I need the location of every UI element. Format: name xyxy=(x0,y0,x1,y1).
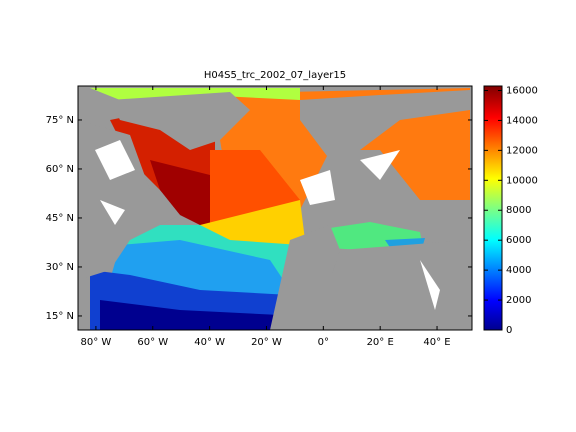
colorbar-tick-label: 8000 xyxy=(506,205,531,216)
y-tick-label: 60° N xyxy=(46,164,74,175)
colorbar-tick-label: 2000 xyxy=(506,295,531,306)
colorbar-tick-label: 10000 xyxy=(506,175,538,186)
x-tick-label: 60° W xyxy=(137,337,168,348)
map-field xyxy=(78,86,472,330)
colorbar-tick-label: 4000 xyxy=(506,265,531,276)
colorbar-tick-label: 14000 xyxy=(506,115,538,126)
x-tick-label: 20° W xyxy=(251,337,282,348)
x-tick-label: 80° W xyxy=(81,337,112,348)
y-tick-label: 45° N xyxy=(46,213,74,224)
map-title: H04S5_trc_2002_07_layer15 xyxy=(204,70,346,81)
y-tick-label: 75° N xyxy=(46,115,74,126)
colorbar xyxy=(483,85,503,331)
x-tick-label: 40° E xyxy=(423,337,450,348)
colorbar-tick-label: 12000 xyxy=(506,145,538,156)
colorbar-tick-label: 0 xyxy=(506,325,512,336)
y-tick-label: 30° N xyxy=(46,262,74,273)
colorbar-tick-label: 16000 xyxy=(506,85,538,96)
x-tick-label: 20° E xyxy=(367,337,394,348)
x-tick-label: 0° xyxy=(318,337,329,348)
colorbar-tick-label: 6000 xyxy=(506,235,531,246)
map-frame xyxy=(77,85,473,331)
x-tick-label: 40° W xyxy=(194,337,225,348)
y-tick-label: 15° N xyxy=(46,311,74,322)
